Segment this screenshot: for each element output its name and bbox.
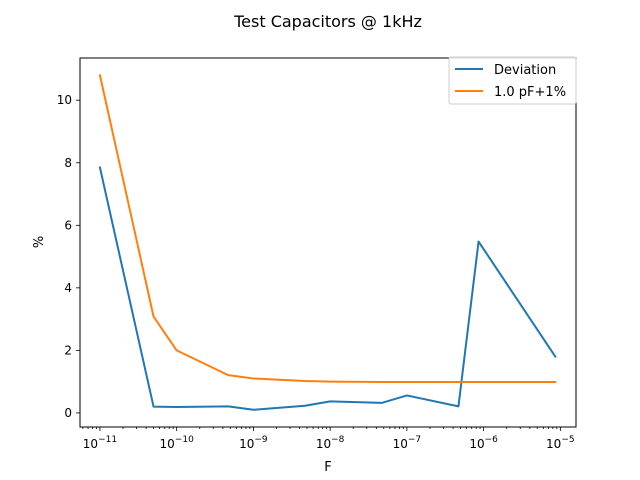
y-axis-label: % <box>32 236 47 248</box>
legend-label: 1.0 pF+1% <box>494 85 566 100</box>
x-tick-label: 10−11 <box>83 435 117 451</box>
x-tick-label: 10−10 <box>160 435 195 451</box>
y-tick-label: 6 <box>64 218 72 232</box>
y-tick-label: 8 <box>64 156 72 170</box>
y-tick-label: 10 <box>57 93 72 107</box>
y-tick-label: 2 <box>64 343 72 357</box>
chart-title: Test Capacitors @ 1kHz <box>233 12 422 31</box>
y-tick-label: 0 <box>64 406 72 420</box>
x-axis-ticks: 10−11 10−10 10−9 10−8 10−7 10−6 10−5 <box>82 427 575 451</box>
y-tick-label: 4 <box>64 281 72 295</box>
x-tick-label: 10−9 <box>239 435 268 451</box>
plot-layer <box>98 74 557 411</box>
x-tick-label: 10−8 <box>316 435 345 451</box>
x-tick-label: 10−5 <box>546 435 575 451</box>
legend: Deviation 1.0 pF+1% <box>448 56 577 105</box>
legend-label: Deviation <box>494 63 556 78</box>
series-line-1 <box>98 166 557 411</box>
y-axis-ticks: 0 2 4 6 8 10 <box>57 93 80 420</box>
x-axis-label: F <box>324 460 331 475</box>
x-tick-label: 10−7 <box>393 435 422 451</box>
x-tick-label: 10−6 <box>469 435 498 451</box>
series-line-2 <box>98 74 557 383</box>
plot-frame <box>79 57 577 428</box>
